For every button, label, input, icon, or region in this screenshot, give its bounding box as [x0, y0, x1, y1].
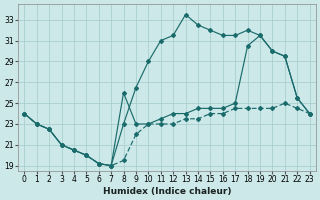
X-axis label: Humidex (Indice chaleur): Humidex (Indice chaleur) [103, 187, 231, 196]
